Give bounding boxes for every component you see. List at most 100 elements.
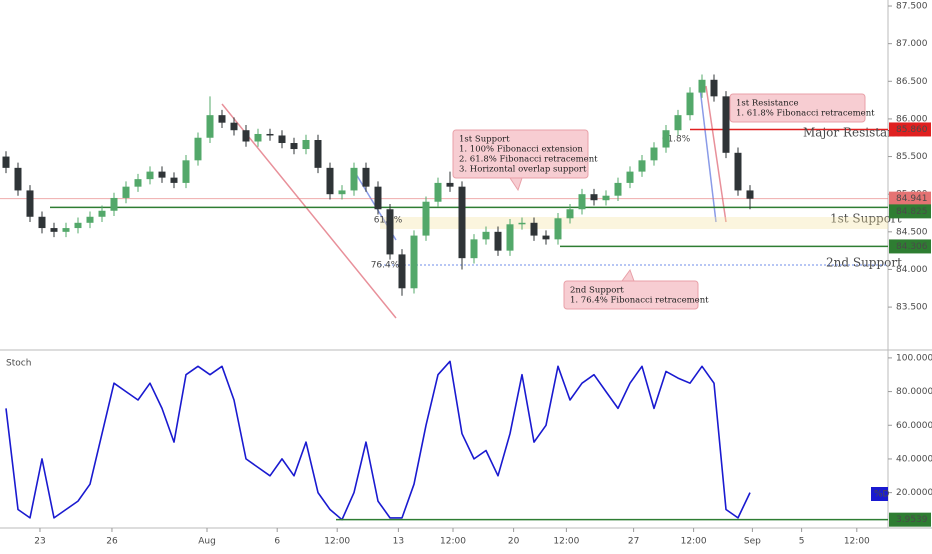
note-text: 1st Support — [459, 135, 510, 145]
candle-body — [398, 254, 406, 289]
candle-body — [578, 194, 586, 210]
candle-body — [722, 96, 730, 153]
candle-body — [698, 79, 706, 93]
y-tick-label: 85.500 — [896, 152, 928, 162]
candle-body — [746, 190, 754, 199]
stoch-line — [5, 360, 751, 521]
note-text: 2nd Support — [570, 286, 624, 296]
price-label: 84.825 — [896, 207, 928, 217]
candle-body — [614, 182, 622, 196]
y-tick-label: 20.0000 — [896, 488, 932, 498]
candle-body — [158, 171, 166, 178]
x-tick-label: 12:00 — [844, 537, 870, 547]
candle-body — [38, 216, 46, 229]
price-label-bg — [889, 204, 931, 219]
x-tick-label: 12:00 — [553, 537, 579, 547]
candle-body — [410, 235, 418, 289]
price-label-bg — [889, 239, 931, 254]
candle-body — [458, 186, 466, 259]
y-tick-label: 80.0000 — [896, 387, 932, 397]
candle-body — [650, 147, 658, 161]
stoch-level-label: 3.9539 — [896, 515, 928, 525]
candle-body — [638, 160, 646, 172]
fib-label: 61.8% — [662, 135, 691, 145]
candle-body — [182, 160, 190, 183]
price-label: 84.306 — [896, 242, 928, 252]
y-tick-label: 86.000 — [896, 114, 928, 124]
candle-body — [62, 228, 70, 232]
candle-body — [542, 235, 550, 240]
swing-arrow — [705, 85, 727, 223]
candle-body — [110, 197, 118, 211]
legend-bg — [871, 487, 888, 501]
candle-body — [122, 186, 130, 198]
stoch-label-bg — [889, 512, 931, 527]
candle-body — [170, 177, 178, 183]
candle-body — [98, 210, 106, 217]
y-tick-label: 40.0000 — [896, 454, 932, 464]
x-tick-label: 12:00 — [324, 537, 350, 547]
level-label: Major Resistance — [803, 126, 909, 140]
candle-body — [590, 194, 598, 201]
candle-body — [254, 133, 262, 142]
note-text: 3. Horizontal overlap support — [459, 165, 587, 175]
fib-label: 76.4% — [371, 261, 400, 271]
candle-body — [134, 179, 142, 187]
candle-body — [482, 231, 490, 240]
x-tick-label: 12:00 — [440, 537, 466, 547]
candle-body — [230, 122, 238, 131]
candle-body — [218, 115, 226, 123]
candle-body — [314, 140, 322, 168]
x-tick-label: 20 — [508, 537, 520, 547]
y-tick-label: 100.0000 — [896, 353, 932, 363]
candle-body — [554, 218, 562, 240]
note-text: 1. 76.4% Fibonacci retracement — [570, 296, 709, 306]
candle-body — [266, 133, 274, 136]
fib-zone — [380, 217, 888, 229]
y-tick-label: 87.000 — [896, 39, 928, 49]
candle-body — [566, 209, 574, 219]
y-tick-label: 87.500 — [896, 2, 928, 12]
candle-body — [350, 167, 358, 191]
candle-body — [326, 167, 334, 195]
note-box — [729, 93, 866, 123]
price-label-bg — [889, 122, 931, 137]
candle-body — [146, 171, 154, 180]
candle-body — [302, 140, 310, 150]
x-tick-label: 23 — [34, 537, 45, 547]
candle-body — [26, 190, 34, 217]
candle-body — [290, 143, 298, 150]
candle-body — [74, 222, 82, 229]
x-tick-label: Aug — [198, 537, 216, 547]
y-tick-label: 84.500 — [896, 227, 928, 237]
candle-body — [14, 167, 22, 191]
x-tick-label: 13 — [393, 537, 404, 547]
candle-body — [206, 115, 214, 138]
note-text: 1st Resistance — [736, 99, 799, 109]
candle-body — [602, 195, 610, 201]
candle-body — [86, 216, 94, 223]
candle-body — [422, 201, 430, 236]
swing-arrow — [221, 103, 397, 319]
candle-body — [686, 92, 694, 116]
pane-title: Stoch — [6, 359, 31, 369]
candle-body — [434, 182, 442, 202]
x-tick-label: 26 — [106, 537, 118, 547]
candle-body — [626, 171, 634, 183]
price-label: 85.860 — [896, 125, 928, 135]
level-label: 1st Support — [830, 212, 902, 226]
x-tick-label: 12:00 — [681, 537, 707, 547]
candle-body — [494, 231, 502, 251]
candle-body — [506, 224, 514, 251]
level-label: 2nd Support — [826, 256, 902, 270]
candle-body — [338, 190, 346, 195]
y-tick-label: 86.500 — [896, 77, 928, 87]
x-tick-label: 5 — [799, 537, 805, 547]
candle-body — [446, 182, 454, 187]
candle-body — [386, 209, 394, 255]
candle-body — [194, 137, 202, 161]
price-label-bg — [889, 191, 931, 206]
price-label: 84.941 — [896, 194, 928, 204]
